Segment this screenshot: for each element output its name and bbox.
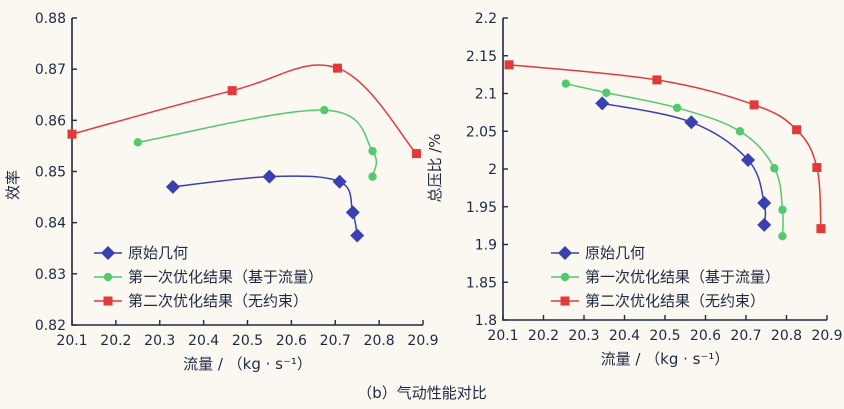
x-tick-label: 20.9 bbox=[811, 328, 842, 344]
data-point-series-3 bbox=[792, 125, 802, 135]
data-point-series-1 bbox=[332, 174, 347, 189]
y-tick-label: 0.87 bbox=[35, 62, 66, 78]
x-axis-label: 流量 / （kg · s⁻¹） bbox=[601, 350, 730, 368]
data-point-series-2 bbox=[778, 205, 787, 214]
y-axis-label: 总压比 /% bbox=[426, 133, 444, 202]
data-point-series-1 bbox=[757, 195, 772, 210]
x-tick-label: 20.4 bbox=[609, 328, 640, 344]
series-line-2 bbox=[137, 109, 378, 177]
y-tick-label: 0.83 bbox=[35, 267, 66, 283]
x-tick-label: 20.1 bbox=[56, 333, 87, 349]
y-tick-label: 2.15 bbox=[466, 49, 497, 65]
data-point-series-1 bbox=[345, 205, 360, 220]
x-tick-label: 20.3 bbox=[568, 328, 599, 344]
y-tick-label: 2.1 bbox=[475, 87, 497, 103]
legend-label: 第二次优化结果（无约束） bbox=[585, 292, 765, 310]
y-tick-label: 1.9 bbox=[475, 238, 497, 254]
data-point-series-3 bbox=[67, 129, 77, 139]
x-tick-label: 20.3 bbox=[144, 333, 175, 349]
x-tick-label: 20.7 bbox=[320, 333, 351, 349]
legend-label: 原始几何 bbox=[585, 244, 645, 262]
data-point-series-2 bbox=[320, 105, 329, 115]
data-point-series-3 bbox=[504, 60, 514, 70]
data-point-series-2 bbox=[778, 231, 787, 241]
y-tick-label: 0.85 bbox=[35, 165, 66, 181]
y-tick-label: 0.86 bbox=[35, 113, 66, 129]
data-point-series-1 bbox=[595, 96, 610, 111]
data-point-series-1 bbox=[741, 152, 756, 167]
data-point-series-2 bbox=[770, 164, 779, 173]
series-line-3 bbox=[509, 64, 822, 229]
data-point-series-1 bbox=[262, 169, 277, 184]
data-point-series-3 bbox=[227, 86, 237, 96]
data-point-series-1 bbox=[350, 228, 365, 243]
x-tick-label: 20.2 bbox=[528, 328, 559, 344]
legend-marker bbox=[101, 246, 115, 260]
legend-label: 原始几何 bbox=[128, 244, 188, 262]
data-point-series-2 bbox=[368, 172, 377, 181]
y-tick-label: 0.88 bbox=[35, 11, 66, 27]
data-point-series-1 bbox=[165, 179, 180, 194]
x-tick-label: 20.9 bbox=[407, 333, 438, 349]
data-point-series-3 bbox=[812, 162, 822, 172]
x-tick-label: 20.2 bbox=[100, 333, 131, 349]
legend-marker bbox=[103, 296, 113, 306]
x-tick-label: 20.7 bbox=[730, 328, 761, 344]
efficiency-chart: 0.82 0.83 0.84 0.85 0.86 0.87 0.88 20.1 20.2 20.3… bbox=[4, 11, 439, 373]
data-point-series-2 bbox=[672, 103, 682, 113]
y-axis-label: 效率 bbox=[4, 170, 22, 200]
x-axis-label: 流量 / （kg · s⁻¹） bbox=[183, 355, 312, 373]
y-tick-label: 0.82 bbox=[35, 318, 66, 334]
series-line-1 bbox=[172, 175, 358, 236]
legend-marker bbox=[560, 296, 570, 306]
y-tick-label: 1.95 bbox=[466, 200, 497, 216]
data-point-series-2 bbox=[368, 146, 377, 156]
figure-caption: （b）气动性能对比 bbox=[357, 384, 487, 402]
x-tick-label: 20.4 bbox=[188, 333, 219, 349]
data-point-series-3 bbox=[816, 224, 826, 234]
data-point-series-2 bbox=[561, 79, 570, 88]
x-tick-label: 20.8 bbox=[364, 333, 395, 349]
y-tick-label: 1.8 bbox=[475, 313, 497, 329]
data-point-series-2 bbox=[735, 127, 745, 136]
x-tick-label: 20.5 bbox=[649, 328, 680, 344]
data-point-series-2 bbox=[133, 138, 143, 147]
series-line-1 bbox=[602, 102, 767, 225]
data-point-series-1 bbox=[757, 217, 772, 232]
legend-label: 第二次优化结果（无约束） bbox=[128, 292, 308, 310]
x-tick-label: 20.1 bbox=[487, 328, 518, 344]
x-tick-label: 20.6 bbox=[276, 333, 307, 349]
y-tick-label: 2.2 bbox=[475, 11, 497, 27]
y-tick-label: 2.05 bbox=[466, 124, 497, 140]
y-tick-label: 2 bbox=[488, 162, 497, 178]
data-point-series-3 bbox=[411, 149, 421, 159]
legend-label: 第一次优化结果（基于流量） bbox=[585, 268, 780, 286]
x-tick-label: 20.5 bbox=[232, 333, 263, 349]
data-point-series-1 bbox=[684, 115, 699, 130]
y-tick-label: 0.84 bbox=[35, 216, 66, 232]
legend-label: 第一次优化结果（基于流量） bbox=[128, 268, 323, 286]
legend-marker bbox=[560, 272, 570, 282]
data-point-series-2 bbox=[602, 88, 611, 97]
pressure-ratio-chart: 1.8 1.85 1.9 1.95 2 2.05 2.1 2.15 2.2 20.1 20.2 20.… bbox=[426, 11, 843, 368]
series-line-3 bbox=[71, 64, 417, 155]
x-tick-label: 20.8 bbox=[771, 328, 802, 344]
y-tick-label: 1.85 bbox=[466, 275, 497, 291]
legend-marker bbox=[103, 272, 113, 282]
data-point-series-3 bbox=[332, 63, 342, 73]
data-point-series-3 bbox=[652, 75, 662, 85]
legend-marker bbox=[558, 246, 572, 260]
data-point-series-3 bbox=[749, 100, 759, 110]
x-tick-label: 20.6 bbox=[690, 328, 721, 344]
